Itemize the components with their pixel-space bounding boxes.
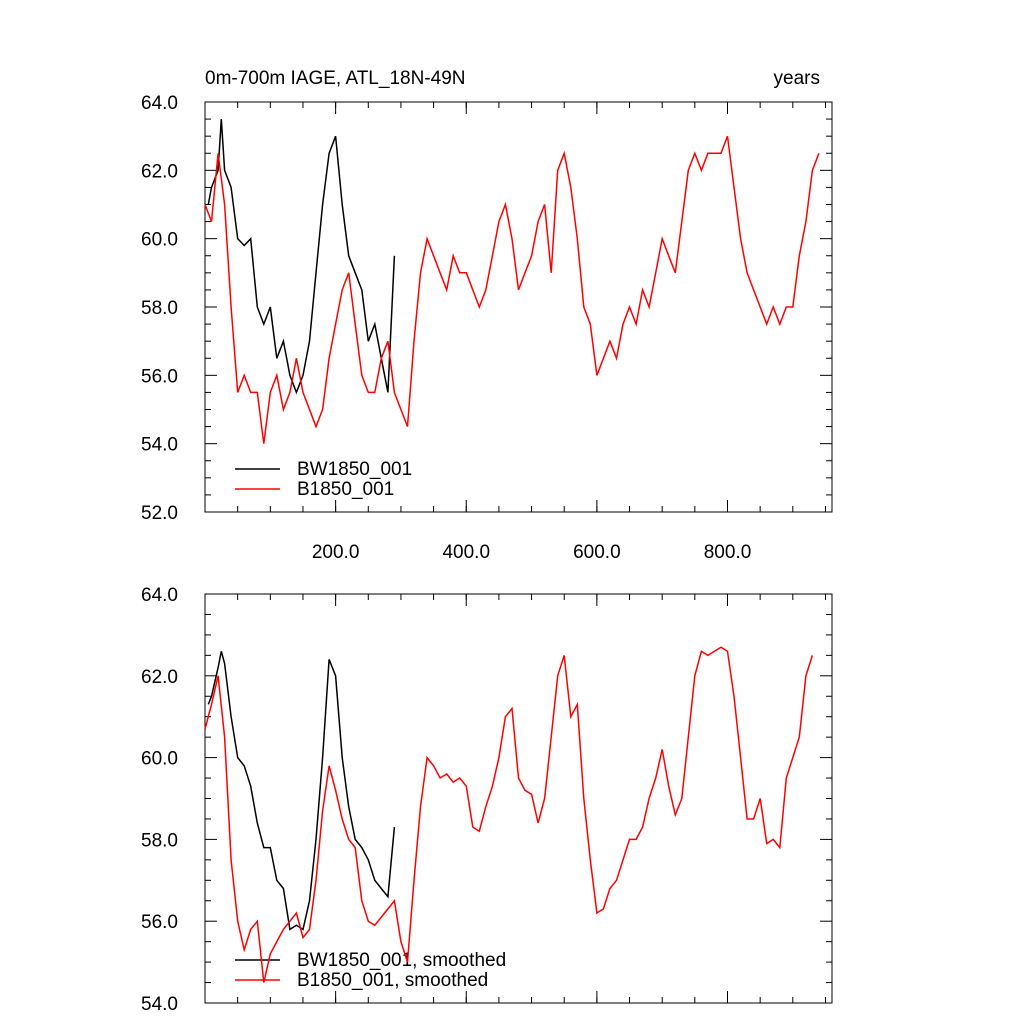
y-tick-label: 52.0 xyxy=(141,503,178,524)
y-tick-label: 56.0 xyxy=(141,366,178,387)
legend-label: BW1850_001, smoothed xyxy=(297,950,506,971)
y-tick-label: 62.0 xyxy=(141,667,178,688)
x-tick-label: 400.0 xyxy=(442,542,490,563)
y-tick-label: 62.0 xyxy=(141,161,178,182)
legend-label: BW1850_001 xyxy=(297,459,412,480)
data-line xyxy=(204,135,820,444)
y-tick-label: 60.0 xyxy=(141,749,178,770)
x-tick-label: 200.0 xyxy=(312,542,360,563)
y-tick-label: 54.0 xyxy=(141,994,178,1015)
x-tick-label: 600.0 xyxy=(573,542,621,563)
legend-label: B1850_001, smoothed xyxy=(297,970,488,991)
data-line xyxy=(207,651,396,931)
data-line xyxy=(207,119,396,395)
data-line xyxy=(204,646,814,983)
chart-title: 0m-700m IAGE, ATL_18N-49N xyxy=(205,68,465,89)
plot-frame xyxy=(204,593,833,1004)
y-tick-label: 58.0 xyxy=(141,298,178,319)
legend-label: B1850_001 xyxy=(297,479,394,500)
y-tick-label: 60.0 xyxy=(141,230,178,251)
y-tick-label: 56.0 xyxy=(141,912,178,933)
y-tick-label: 64.0 xyxy=(141,585,178,606)
y-tick-label: 58.0 xyxy=(141,830,178,851)
y-tick-label: 54.0 xyxy=(141,435,178,456)
plot-frame xyxy=(204,101,833,513)
y-tick-label: 64.0 xyxy=(141,93,178,114)
x-tick-label: 800.0 xyxy=(704,542,752,563)
chart-unit: years xyxy=(774,68,820,89)
